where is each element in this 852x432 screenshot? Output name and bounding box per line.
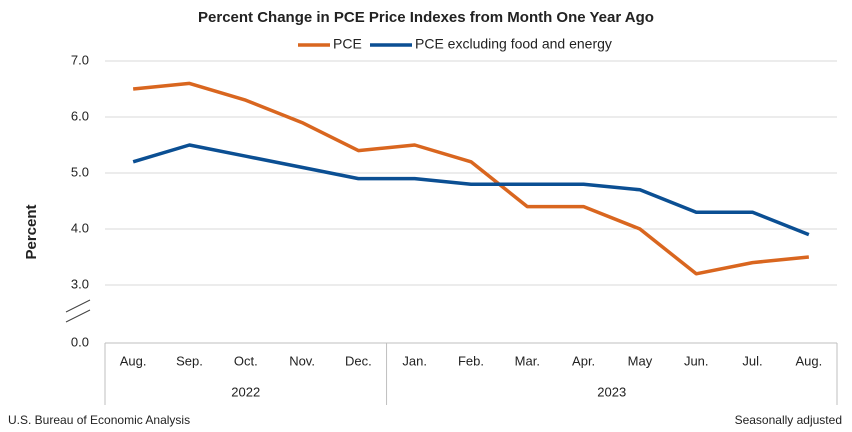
- x-tick-label: Jan.: [402, 353, 427, 368]
- x-tick-label: Oct.: [234, 353, 258, 368]
- x-tick-label: Jun.: [684, 353, 709, 368]
- x-tick-label: Nov.: [289, 353, 315, 368]
- y-tick-label: 5.0: [71, 164, 89, 179]
- x-tick-label: Feb.: [458, 353, 484, 368]
- y-tick-label: 6.0: [71, 108, 89, 123]
- source: U.S. Bureau of Economic Analysis: [8, 413, 190, 427]
- series-line: [132, 143, 810, 237]
- group-label: 2022: [231, 384, 260, 399]
- x-tick-label: Apr.: [572, 353, 595, 368]
- x-tick-label: May: [628, 353, 653, 368]
- y-axis-label: Percent: [23, 204, 40, 259]
- x-tick-label: Dec.: [345, 353, 372, 368]
- x-tick-label: Mar.: [515, 353, 540, 368]
- y-tick-label: 4.0: [71, 220, 89, 235]
- group-label: 2023: [597, 384, 626, 399]
- series-line: [132, 81, 810, 276]
- x-tick-label: Aug.: [120, 353, 147, 368]
- x-tick-label: Jul.: [742, 353, 762, 368]
- axis-break: [65, 309, 91, 323]
- y-tick-label: 7.0: [71, 52, 89, 67]
- y-tick-label: 0.0: [71, 334, 89, 349]
- legend-label: PCE: [333, 36, 362, 52]
- note: Seasonally adjusted: [735, 413, 842, 427]
- y-tick-label: 3.0: [71, 276, 89, 291]
- legend-label: PCE excluding food and energy: [415, 36, 612, 52]
- x-tick-label: Aug.: [795, 353, 822, 368]
- axis-break: [65, 299, 91, 313]
- chart-title: Percent Change in PCE Price Indexes from…: [198, 9, 654, 26]
- x-tick-label: Sep.: [176, 353, 203, 368]
